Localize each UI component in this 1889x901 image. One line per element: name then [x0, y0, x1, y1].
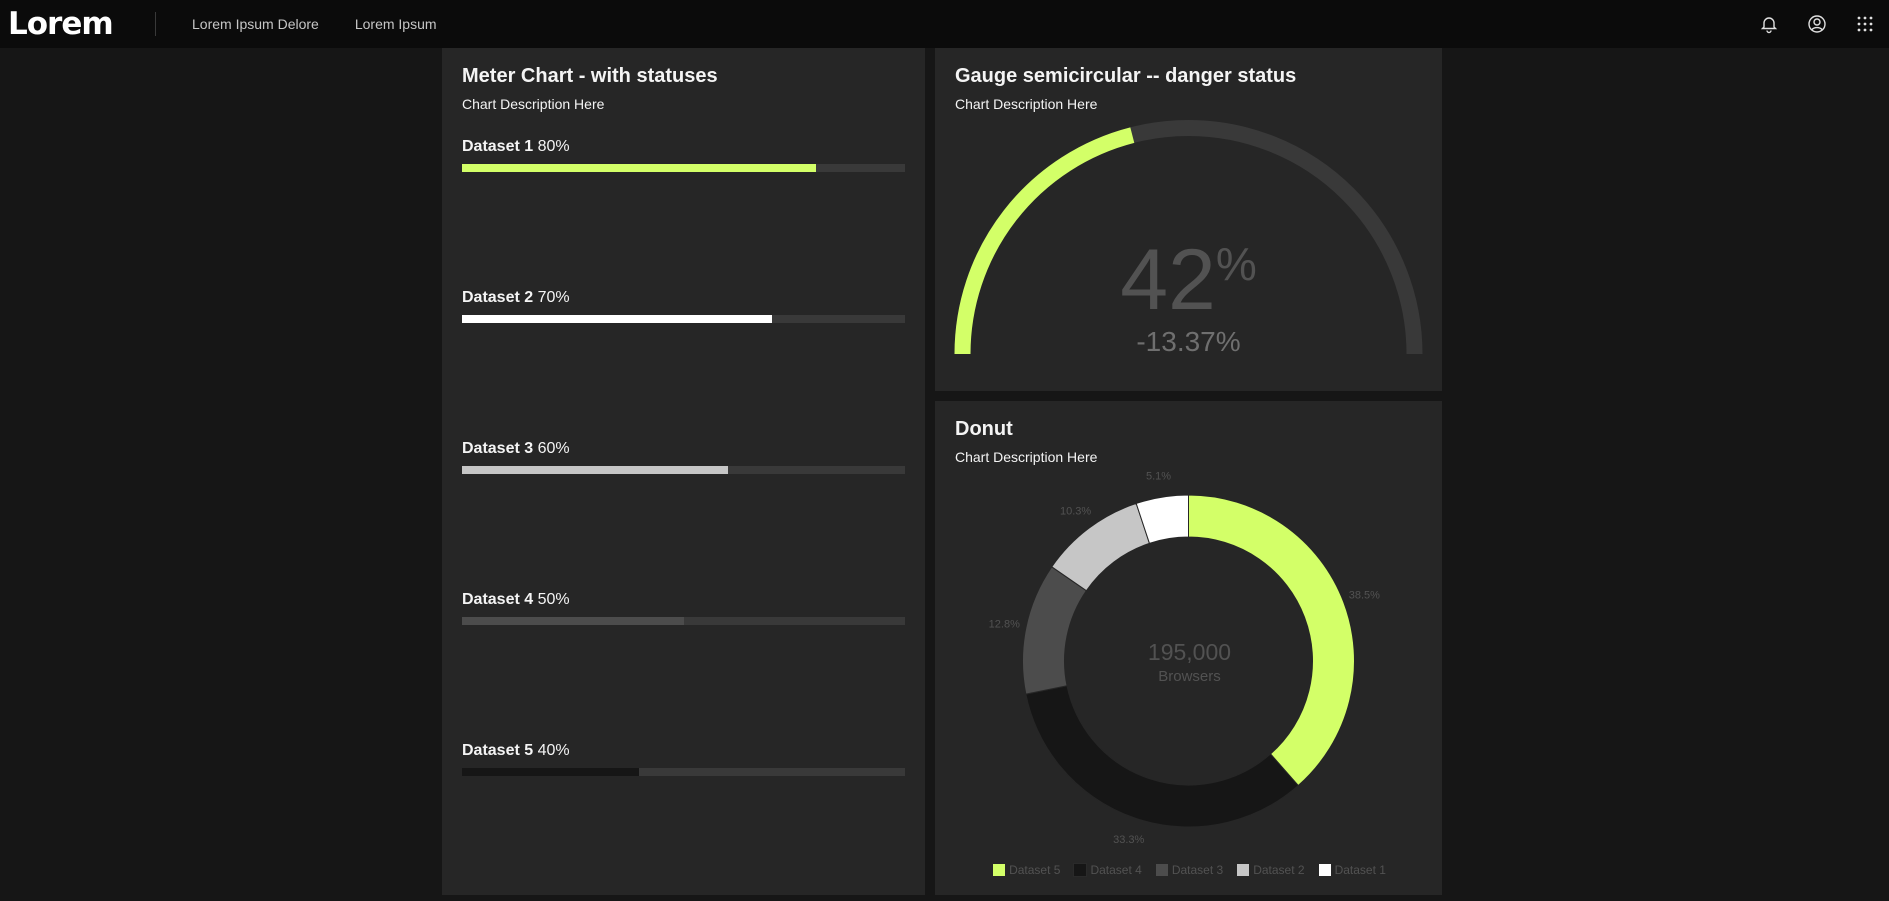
- notification-button[interactable]: [1745, 0, 1793, 48]
- meter-track: [462, 164, 905, 172]
- meter-dataset-name: Dataset 1: [462, 138, 534, 155]
- legend-item[interactable]: Dataset 5: [993, 863, 1060, 877]
- legend-label: Dataset 5: [1009, 863, 1061, 877]
- gauge-delta: -13.37%: [1136, 326, 1241, 357]
- legend-swatch: [1073, 863, 1088, 877]
- legend-label: Dataset 4: [1090, 863, 1142, 877]
- app-switcher-icon: [1857, 16, 1873, 32]
- app-switcher-button[interactable]: [1841, 0, 1889, 48]
- meter-dataset-percent: 60%: [533, 440, 570, 457]
- legend-item[interactable]: Dataset 2: [1237, 863, 1305, 877]
- gauge-chart-tile: Gauge semicircular -- danger status Char…: [935, 48, 1442, 391]
- donut-total-value: 195,000: [1147, 639, 1232, 665]
- user-avatar-button[interactable]: [1793, 0, 1841, 48]
- meter-dataset-name: Dataset 2: [462, 289, 534, 306]
- meter-bar[interactable]: [462, 164, 817, 172]
- legend-swatch: [1155, 864, 1168, 876]
- meter-label: Dataset 1 80%: [462, 138, 905, 160]
- legend-item[interactable]: Dataset 3: [1155, 863, 1224, 877]
- donut-slice-label: 5.1%: [1146, 470, 1171, 482]
- meter-row: Dataset 3 60%: [462, 440, 905, 480]
- meter-dataset-percent: 40%: [533, 742, 570, 759]
- legend-swatch: [1318, 864, 1331, 876]
- donut-chart-description: Chart Description Here: [955, 449, 1098, 465]
- meter-bar[interactable]: [462, 617, 684, 625]
- meter-dataset-percent: 50%: [533, 591, 570, 608]
- user-avatar-icon: [1808, 15, 1826, 33]
- donut-chart-tile: Donut Chart Description Here 38.5% 33.3% 1…: [935, 401, 1442, 895]
- meter-bar[interactable]: [462, 768, 640, 776]
- donut-slice[interactable]: [1188, 494, 1355, 787]
- meter-row: Dataset 2 70%: [462, 289, 905, 329]
- meter-dataset-name: Dataset 4: [462, 591, 534, 608]
- legend-swatch: [1237, 864, 1250, 876]
- meter-chart-title: Meter Chart - with statuses: [462, 65, 718, 87]
- header-divider: [155, 12, 156, 36]
- donut-slice-label: 10.3%: [1060, 506, 1091, 518]
- meter-bar[interactable]: [462, 466, 728, 474]
- header-actions: [1745, 0, 1889, 48]
- legend-label: Dataset 3: [1171, 863, 1224, 877]
- gauge-value: 42%: [935, 237, 1442, 323]
- meter-dataset-percent: 80%: [533, 138, 570, 155]
- nav-link-lorem-ipsum[interactable]: Lorem Ipsum: [354, 16, 437, 32]
- meter-track: [462, 617, 905, 625]
- donut-slice-label: 33.3%: [1113, 834, 1144, 846]
- legend-item[interactable]: Dataset 1: [1318, 863, 1386, 877]
- legend-swatch: [993, 864, 1006, 876]
- donut-slice[interactable]: [1025, 685, 1299, 828]
- meter-dataset-name: Dataset 5: [462, 742, 534, 759]
- gauge-chart-title: Gauge semicircular -- danger status: [955, 65, 1297, 87]
- legend-item[interactable]: Dataset 4: [1073, 863, 1142, 877]
- meter-dataset-name: Dataset 3: [462, 440, 534, 457]
- meter-dataset-percent: 70%: [533, 289, 570, 306]
- meter-row: Dataset 1 80%: [462, 138, 905, 178]
- donut-legend: Dataset 5 Dataset 4 Dataset 3 Dataset 2 Data…: [935, 863, 1444, 877]
- gauge-chart: [954, 120, 1423, 355]
- meter-track: [462, 768, 905, 776]
- meter-chart-tile: Meter Chart - with statuses Chart Descri…: [442, 48, 925, 895]
- meter-chart-description: Chart Description Here: [462, 96, 605, 112]
- meter-label: Dataset 2 70%: [462, 289, 905, 311]
- meter-label: Dataset 5 40%: [462, 742, 905, 764]
- gauge-value-arc[interactable]: [954, 127, 1135, 355]
- meter-track: [462, 315, 905, 323]
- donut-slice-label: 38.5%: [1349, 590, 1380, 602]
- gauge-value-number: 42: [1120, 232, 1216, 328]
- meter-label: Dataset 4 50%: [462, 591, 905, 613]
- legend-label: Dataset 2: [1253, 863, 1305, 877]
- brand-logo[interactable]: Lorem: [8, 6, 114, 42]
- meter-track: [462, 466, 905, 474]
- nav-link-lorem-ipsum-delore[interactable]: Lorem Ipsum Delore: [192, 16, 319, 32]
- donut-total-caption: Browsers: [1158, 668, 1221, 685]
- legend-label: Dataset 1: [1334, 863, 1386, 877]
- meter-bar[interactable]: [462, 315, 773, 323]
- donut-slice[interactable]: [1135, 494, 1189, 544]
- top-header: Lorem Lorem Ipsum Delore Lorem Ipsum: [0, 0, 1889, 48]
- notification-icon: [1760, 17, 1778, 34]
- donut-slice-label: 12.8%: [989, 618, 1020, 630]
- gauge-chart-description: Chart Description Here: [955, 96, 1098, 112]
- meter-row: Dataset 4 50%: [462, 591, 905, 631]
- donut-chart: 38.5% 33.3% 12.8% 10.3% 5.1%: [989, 470, 1380, 846]
- donut-chart-title: Donut: [955, 418, 1013, 440]
- meter-label: Dataset 3 60%: [462, 440, 905, 462]
- meter-row: Dataset 5 40%: [462, 742, 905, 782]
- gauge-value-unit: %: [1215, 238, 1257, 290]
